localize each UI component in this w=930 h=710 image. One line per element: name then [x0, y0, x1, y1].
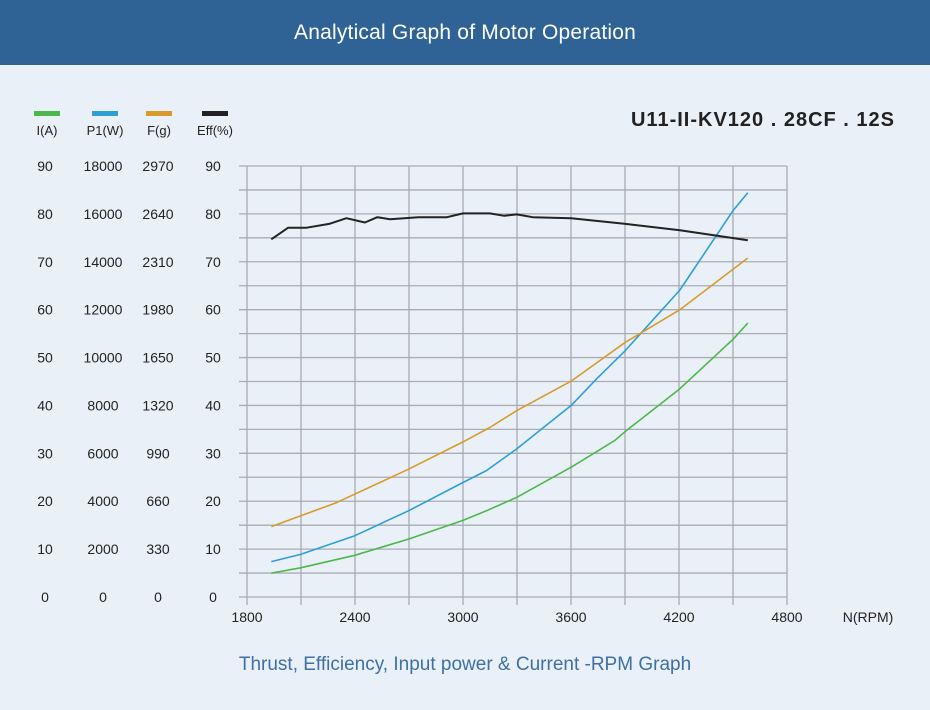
y-tick-label: 50 [37, 350, 53, 366]
y-tick-label: 70 [37, 254, 53, 270]
y-tick-label: 2310 [142, 254, 173, 270]
y-tick-label: 50 [205, 350, 221, 366]
y-tick-label: 2640 [142, 206, 173, 222]
y-tick-label: 20 [205, 493, 221, 509]
legend-label: P1(W) [87, 123, 124, 138]
y-tick-label: 70 [205, 254, 221, 270]
y-tick-label: 20 [37, 493, 53, 509]
y-tick-label: 80 [205, 206, 221, 222]
series-line-p1w [271, 192, 749, 563]
y-tick-label: 330 [146, 541, 170, 557]
chart-caption: Thrust, Efficiency, Input power & Curren… [238, 654, 692, 675]
header-bar: Analytical Graph of Motor Operation [0, 0, 930, 65]
y-tick-label: 18000 [84, 158, 123, 174]
y-tick-label: 60 [37, 302, 53, 318]
x-tick-label: 1800 [231, 609, 262, 625]
x-tick-label: 4800 [771, 609, 802, 625]
x-tick-label: 4200 [663, 609, 694, 625]
y-tick-label: 0 [154, 589, 162, 605]
y-tick-label: 90 [205, 158, 221, 174]
y-tick-label: 60 [205, 302, 221, 318]
y-tick-label: 990 [146, 445, 170, 461]
y-tick-label: 8000 [87, 397, 118, 413]
y-tick-label: 40 [205, 397, 221, 413]
y-tick-label: 80 [37, 206, 53, 222]
series-line-ia [271, 322, 749, 574]
legend-label: I(A) [37, 123, 58, 138]
y-tick-label: 10000 [84, 350, 123, 366]
y-tick-label: 4000 [87, 493, 118, 509]
y-tick-label: 12000 [84, 302, 123, 318]
series-line-fg [271, 257, 749, 528]
y-tick-label: 30 [37, 445, 53, 461]
x-tick-label: 3000 [447, 609, 478, 625]
x-tick-label: 2400 [339, 609, 370, 625]
legend-swatch-fg [146, 111, 172, 116]
y-tick-label: 10 [37, 541, 53, 557]
legend-swatch-p1w [92, 111, 118, 116]
x-tick-label: 3600 [555, 609, 586, 625]
y-tick-label: 0 [99, 589, 107, 605]
y-tick-label: 14000 [84, 254, 123, 270]
y-tick-label: 1650 [142, 350, 173, 366]
series-line-eff [270, 212, 748, 242]
y-tick-label: 10 [205, 541, 221, 557]
x-axis-label: N(RPM) [843, 609, 894, 625]
y-tick-label: 2000 [87, 541, 118, 557]
legend-swatch-eff [202, 111, 228, 116]
legend-swatch-ia [34, 111, 60, 116]
y-tick-label: 30 [205, 445, 221, 461]
y-tick-label: 6000 [87, 445, 118, 461]
page-title: Analytical Graph of Motor Operation [294, 20, 636, 44]
y-tick-label: 1320 [142, 397, 173, 413]
y-tick-label: 1980 [142, 302, 173, 318]
y-tick-label: 0 [209, 589, 217, 605]
y-tick-label: 16000 [84, 206, 123, 222]
legend-label: F(g) [147, 123, 171, 138]
model-name: U11-II-KV120 . 28CF . 12S [631, 109, 895, 131]
y-tick-label: 660 [146, 493, 170, 509]
y-tick-label: 0 [41, 589, 49, 605]
legend-label: Eff(%) [197, 123, 233, 138]
y-tick-label: 2970 [142, 158, 173, 174]
y-tick-label: 90 [37, 158, 53, 174]
y-tick-label: 40 [37, 397, 53, 413]
